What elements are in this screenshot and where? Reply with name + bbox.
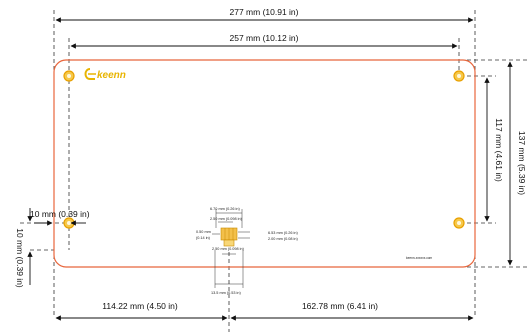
dim-hole-spacing-height-label: 117 mm (4.61 in) bbox=[494, 118, 504, 182]
dim-overall-height-label: 137 mm (5.39 in) bbox=[517, 131, 527, 195]
dim-left-to-connector-label: 114.22 mm (4.50 in) bbox=[102, 301, 178, 311]
dim-hole-spacing-width: 257 mm (10.12 in) bbox=[70, 33, 458, 49]
dim-overall-width: 277 mm (10.91 in) bbox=[55, 7, 474, 23]
logo-text: keenn bbox=[97, 70, 126, 81]
dim-hole-offset-y-label: 10 mm (0.39 in) bbox=[15, 228, 25, 288]
connector-detail-labels: 6.70 mm (0.26 in) 2.50 mm (0.098 in) 0.5… bbox=[196, 207, 298, 295]
connector-label-5: 6.53 mm (0.26 in) bbox=[268, 231, 298, 235]
dim-overall-width-label: 277 mm (10.91 in) bbox=[230, 7, 299, 17]
connector-label-7: 2.50 mm (0.098 in) bbox=[212, 247, 245, 251]
board-logo: keenn bbox=[84, 68, 126, 81]
dim-connector-to-right-label: 162.78 mm (6.41 in) bbox=[302, 301, 378, 311]
dim-left-to-connector: 114.22 mm (4.50 in) bbox=[55, 301, 228, 321]
extension-lines bbox=[20, 10, 528, 332]
dim-hole-offset-x: 10 mm (0.39 in) bbox=[30, 209, 90, 226]
connector-label-4: (0.14 in) bbox=[196, 236, 211, 240]
connector-label-1: 6.70 mm (0.26 in) bbox=[210, 207, 240, 211]
dim-hole-offset-x-label: 10 mm (0.39 in) bbox=[30, 209, 90, 219]
connector-detail-lines bbox=[212, 209, 250, 288]
dim-hole-spacing-width-label: 257 mm (10.12 in) bbox=[230, 33, 299, 43]
logo-mark-icon bbox=[84, 68, 96, 80]
mounting-holes bbox=[63, 70, 465, 229]
board-footer-text: keenn-xxxxxx.com bbox=[406, 256, 433, 260]
mounting-hole-top-right bbox=[453, 70, 465, 82]
board-outline bbox=[53, 59, 476, 268]
dim-overall-height: 137 mm (5.39 in) bbox=[507, 61, 527, 266]
connector-label-8: 13.5 mm (0.53 in) bbox=[211, 291, 241, 295]
mounting-hole-bottom-right bbox=[453, 217, 465, 229]
dim-connector-to-right: 162.78 mm (6.41 in) bbox=[230, 301, 474, 321]
connector-label-2: 2.50 mm (0.098 in) bbox=[210, 217, 243, 221]
connector-label-6: 2.00 mm (0.08 in) bbox=[268, 237, 298, 241]
connector-label-3: 0.50 mm bbox=[196, 230, 211, 234]
mounting-hole-top-left bbox=[63, 70, 75, 82]
dim-hole-offset-y: 10 mm (0.39 in) bbox=[15, 208, 33, 288]
connector-footprint bbox=[220, 227, 238, 247]
dim-hole-spacing-height: 117 mm (4.61 in) bbox=[484, 77, 504, 222]
